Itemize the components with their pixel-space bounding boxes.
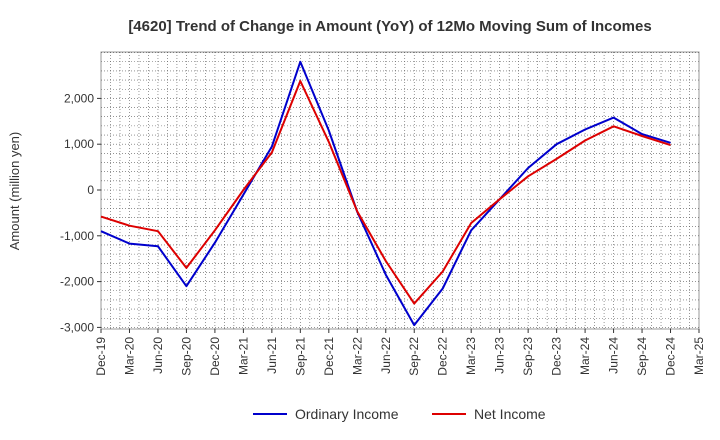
x-tick-label: Mar-21 <box>236 337 250 375</box>
plot-area: -3,000 -2,000 -1,000 0 1,000 2,000 Dec-19 Mar-2… <box>60 51 706 376</box>
legend: Ordinary Income Net Income <box>253 406 546 422</box>
y-tick-label: 1,000 <box>64 137 94 151</box>
y-tick-label: 2,000 <box>64 91 94 105</box>
y-tick-label: -1,000 <box>60 229 94 243</box>
series-line-net-income <box>100 80 671 305</box>
x-tick-label: Sep-22 <box>407 337 421 376</box>
legend-label: Net Income <box>474 406 546 422</box>
x-tick-label: Dec-19 <box>94 337 108 376</box>
x-tick-label: Sep-20 <box>179 337 193 376</box>
x-tick-label: Sep-21 <box>293 337 307 376</box>
x-tick-label: Jun-20 <box>151 337 165 374</box>
chart-title: [4620] Trend of Change in Amount (YoY) o… <box>128 18 651 35</box>
x-tick-label: Dec-24 <box>664 337 678 376</box>
x-tick-label: Mar-22 <box>350 337 364 375</box>
series-line-ordinary-income <box>100 60 671 327</box>
x-tick-label: Jun-22 <box>379 337 393 374</box>
x-tick-label: Sep-24 <box>635 337 649 376</box>
y-tick-label: -3,000 <box>60 320 94 334</box>
y-tick-label: -2,000 <box>60 275 94 289</box>
x-tick-label: Mar-25 <box>692 337 706 375</box>
x-tick-label: Dec-21 <box>322 337 336 376</box>
x-tick-label: Jun-23 <box>493 337 507 374</box>
x-tick-label: Dec-20 <box>208 337 222 376</box>
x-tick-label: Sep-23 <box>521 337 535 376</box>
x-tick-label: Mar-23 <box>464 337 478 375</box>
x-tick-label: Mar-24 <box>578 337 592 375</box>
plot-frame <box>100 51 700 330</box>
legend-label: Ordinary Income <box>295 406 399 422</box>
x-tick-label: Jun-21 <box>265 337 279 374</box>
y-tick-label: 0 <box>87 183 94 197</box>
x-tick-label: Dec-23 <box>550 337 564 376</box>
x-tick-label: Jun-24 <box>607 337 621 374</box>
x-tick-label: Dec-22 <box>436 337 450 376</box>
x-tick-label: Mar-20 <box>122 337 136 375</box>
y-axis-label: Amount (million yen) <box>7 132 22 251</box>
